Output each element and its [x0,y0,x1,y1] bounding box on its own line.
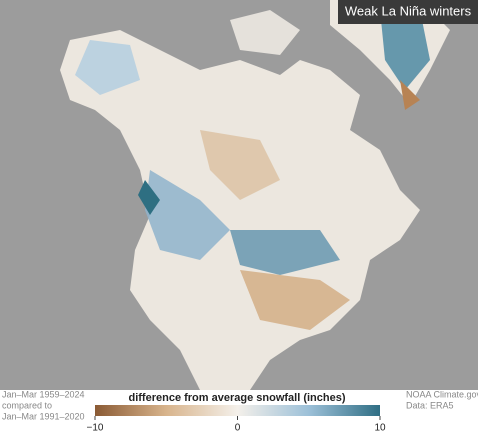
tick-label: −10 [87,423,104,434]
note-line: Jan–Mar 1991–2020 [2,411,85,421]
notes: Jan–Mar 1959–2024 compared to Jan–Mar 19… [2,389,478,421]
title-box [338,0,478,24]
tick-label: 10 [374,423,386,434]
note-line: Jan–Mar 1959–2024 [2,389,85,399]
note-line: compared to [2,400,52,410]
credit-line: NOAA Climate.gov [406,389,478,399]
legend-title: difference from average snowfall (inches… [128,392,345,404]
title: Weak La Niña winters [345,3,472,18]
tick-label: 0 [235,423,241,434]
land [60,0,450,390]
colorbar [95,405,380,416]
credit-line: Data: ERA5 [406,400,454,410]
